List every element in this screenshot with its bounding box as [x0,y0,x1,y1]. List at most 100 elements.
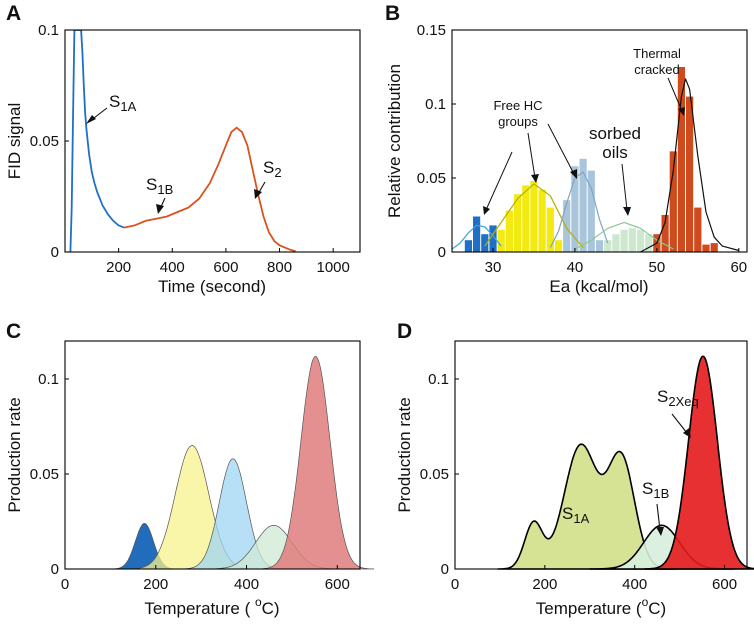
panel-a-ticks: 200 400 600 800 1000 0 0.05 0.1 [30,22,350,276]
panel-c-axes [64,340,361,570]
panel-a-xlabel: Time (second) [158,277,266,296]
panel-b-bar [612,234,620,252]
panel-b-fit-curve-1 [484,183,584,248]
panel-d-xtick-label: 400 [622,576,647,593]
panel-a-annotation-s2: S2 [254,158,282,199]
panel-a-axes [64,29,361,253]
panel-b-xtick-label: 30 [485,259,502,276]
panel-a-ytick-label: 0.05 [30,133,59,150]
panel-a-xtick-label: 200 [106,259,131,276]
panel-b-bar [473,216,481,252]
panel-c-xtick-label: 400 [234,576,259,593]
panel-b-ytick-label: 0.1 [425,96,446,113]
panel-b-bar [497,229,505,252]
panel-d-ytick-label: 0 [441,561,449,578]
panel-b-ylabel: Relative contribution [385,64,404,218]
panel-b-axes [451,29,748,253]
panel-b-bar [505,210,513,252]
panel-a-series-line-0 [69,30,125,252]
s2-sub: 2 [274,165,281,180]
panel-a-ytick-label: 0 [51,244,59,261]
panel-b-bar [620,229,628,252]
panel-d-annotation-s1a: S1A [562,504,590,526]
s1b-main: S [146,175,157,194]
panel-a-ylabel: FID signal [5,103,24,180]
panel-b-fit-curve-3 [574,221,674,250]
panel-c-ytick-label: 0.1 [38,371,59,388]
panel-a-xtick-label: 1000 [316,259,349,276]
panel-b-xtick-label: 40 [567,259,584,276]
panel-b-bar [522,185,530,252]
panel-b-bar [514,194,522,252]
panel-b-bar [669,151,677,252]
panel-d-area-2 [644,355,754,570]
panel-b-bar [686,96,694,252]
panel-b-bar [554,240,563,252]
panel-b-bar [464,240,472,252]
panel-c-label: C [6,320,21,343]
panel-a-ytick-label: 0.1 [38,22,59,39]
svg-text:S1B: S1B [146,175,173,197]
panel-b-data [451,67,739,253]
panel-d-axes [454,340,748,570]
panel-a-series-line-1 [123,126,296,252]
panel-b-bar [702,244,710,252]
panel-b-bar [636,229,645,252]
panel-c-ticks: 0 200 400 600 0 0.05 0.1 [30,371,350,593]
panel-b-bar [661,215,669,252]
s2-main: S [263,158,274,177]
panel-b-bar [546,207,554,252]
panel-b-fit-curve-0 [451,224,502,250]
panel-b: B 30 40 50 60 0 0.05 0.1 0.15 Ea (kcal/mol) Rel… [385,2,748,296]
panel-b-bar [587,170,595,252]
panel-b-bar [538,189,546,252]
svg-text:S1A: S1A [562,504,590,526]
panel-c-peak-area-4 [257,355,374,570]
panel-c-xlabel: Temperature ( oC) [144,595,279,618]
panel-b-bar [489,225,497,252]
panel-b-xtick-label: 60 [730,259,747,276]
panel-d-xtick-label: 0 [451,576,459,593]
panel-b-fit-curve-4 [640,78,739,253]
panel-a-annotation-s1b: S1B [146,175,173,214]
panel-b-bar [710,243,718,252]
panel-b-bar [595,240,604,252]
panel-c-xtick-label: 0 [61,576,69,593]
panel-d-data [497,355,754,570]
panel-b-ytick-label: 0.15 [417,22,446,39]
panel-b-bar [694,207,702,252]
panel-b-bar [645,234,653,252]
panel-b-ytick-label: 0.05 [417,170,446,187]
panel-c-data [108,355,374,570]
svg-text:S1B: S1B [642,479,669,501]
panel-b-label: B [385,2,400,25]
panel-b-bar [481,234,489,252]
panel-b-xlabel: Ea (kcal/mol) [549,277,648,296]
panel-d-ticks: 0 200 400 600 0 0.05 0.1 [420,371,737,593]
panel-d-annotation-s2xeq: S2Xeq [657,387,699,438]
panel-c: C 0 200 400 600 0 0.05 0.1 Temperature ( oC) P… [5,320,374,618]
panel-a-data [69,30,296,252]
svg-text:S2Xeq: S2Xeq [657,387,699,409]
panel-b-fit-curve-2 [549,171,609,248]
panel-a-xtick-label: 800 [267,259,292,276]
panel-b-bar [563,200,571,252]
free-hc-line2: groups [498,114,538,129]
s1b-sub: 1B [157,182,173,197]
panel-d-annotation-s1b: S1B [642,479,669,536]
panel-c-ylabel: Production rate [5,397,24,512]
panel-a-xtick-label: 600 [213,259,238,276]
sorbed-line1: sorbed [589,124,641,143]
panel-a-xtick-label: 400 [160,259,185,276]
panel-b-annotation-free-hc: Free HC groups [483,98,577,215]
panel-c-xtick-label: 600 [325,576,350,593]
panel-b-bar [628,228,636,252]
panel-d-ytick-label: 0.05 [420,466,449,483]
panel-d-xtick-label: 200 [532,576,557,593]
panel-b-ticks: 30 40 50 60 0 0.05 0.1 0.15 [417,22,747,276]
panel-c-ytick-label: 0.05 [30,466,59,483]
panel-a: A 200 400 600 800 1000 0 0.05 0.1 Time (second)… [5,2,361,296]
panel-b-bar [530,181,538,252]
sorbed-line2: oils [602,143,628,162]
